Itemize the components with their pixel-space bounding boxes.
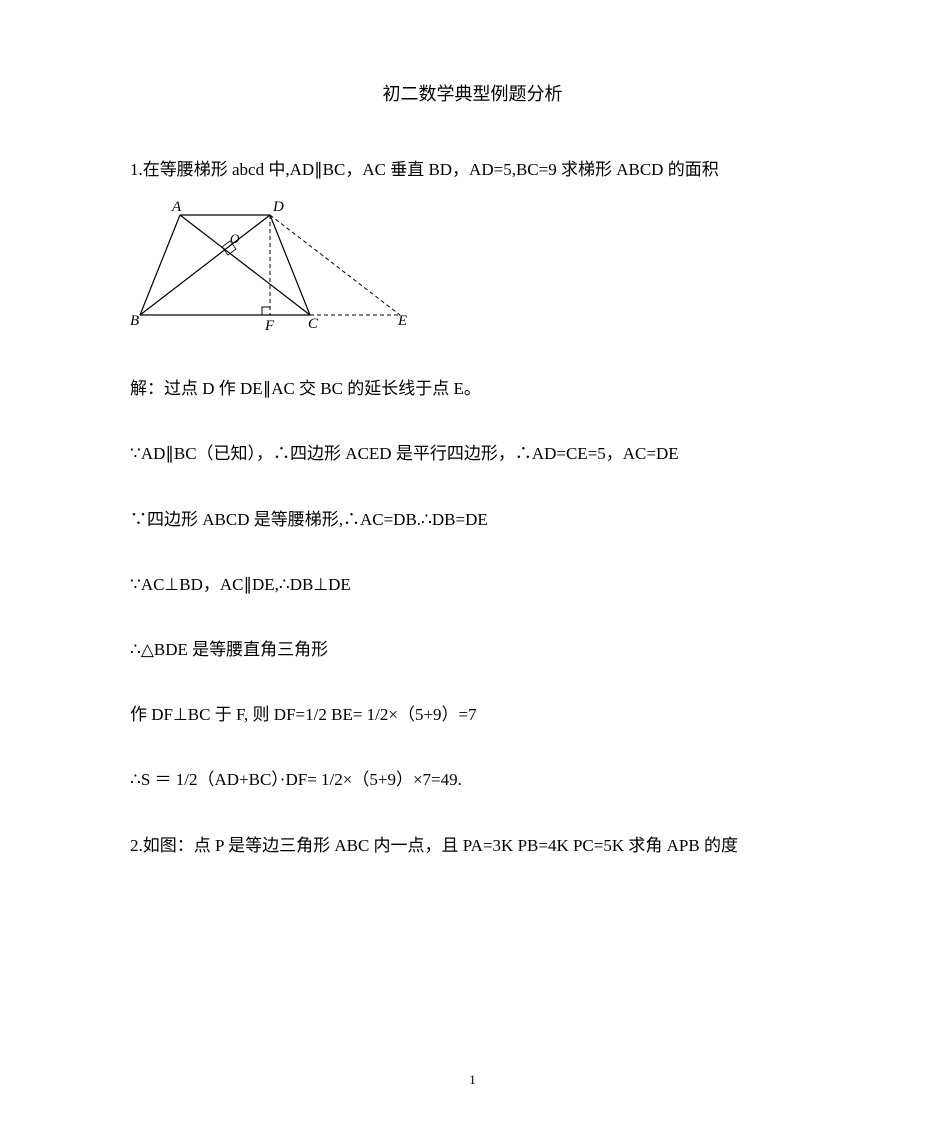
solution-step-2: ∵四边形 ABCD 是等腰梯形,∴AC=DB.∴DB=DE [130,506,815,533]
label-A: A [171,199,182,215]
label-E: E [397,313,407,329]
solution-step-5: 作 DF⊥BC 于 F, 则 DF=1/2 BE= 1/2×（5+9）=7 [130,701,815,728]
problem-1-statement: 1.在等腰梯形 abcd 中,AD∥BC，AC 垂直 BD，AD=5,BC=9 … [130,156,815,183]
solution-step-3: ∵AC⊥BD，AC∥DE,∴DB⊥DE [130,571,815,598]
solution-step-4: ∴△BDE 是等腰直角三角形 [130,636,815,663]
label-B: B [130,313,139,329]
label-C: C [308,316,319,332]
page-number: 1 [469,1072,476,1088]
document-title: 初二数学典型例题分析 [130,80,815,106]
label-O: O [230,231,240,246]
trapezoid-diagram: A D B C E F O [130,195,815,340]
problem-2-statement: 2.如图：点 P 是等边三角形 ABC 内一点，且 PA=3K PB=4K PC… [130,832,815,859]
solution-step-1: ∵AD∥BC（已知），∴四边形 ACED 是平行四边形，∴AD=CE=5，AC=… [130,440,815,467]
label-F: F [264,318,275,334]
solution-step-6: ∴S ＝ 1/2（AD+BC）·DF= 1/2×（5+9）×7=49. [130,766,815,793]
label-D: D [272,199,284,215]
solution-intro: 解：过点 D 作 DE∥AC 交 BC 的延长线于点 E。 [130,375,815,402]
